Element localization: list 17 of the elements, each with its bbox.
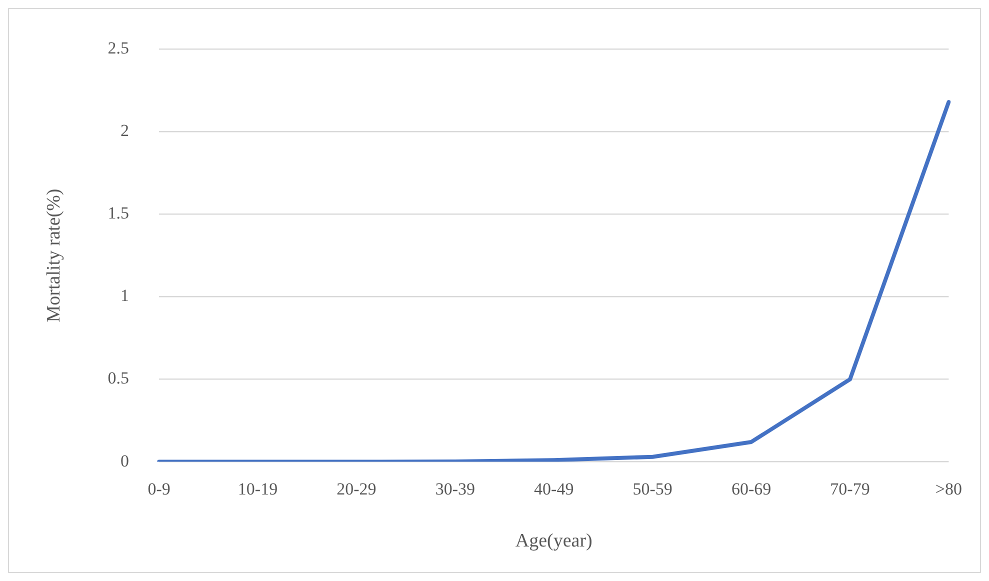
x-tick-label: 10-19 [238, 479, 278, 498]
y-tick-label: 2 [120, 121, 130, 140]
x-tick-label: 0-9 [148, 479, 170, 498]
x-tick-label: 40-49 [534, 479, 574, 498]
y-tick-label: 2.5 [108, 38, 130, 58]
x-tick-label: 30-39 [435, 479, 476, 498]
y-tick-label: 1.5 [108, 204, 130, 223]
x-axis-title: Age(year) [515, 530, 592, 552]
x-tick-label: 50-59 [632, 479, 672, 498]
y-axis-title: Mortality rate(%) [43, 188, 64, 322]
y-tick-label: 0.5 [108, 368, 130, 388]
x-tick-label: 70-79 [830, 479, 870, 498]
x-tick-label: 20-29 [336, 479, 376, 498]
x-tick-label: >80 [935, 479, 962, 498]
y-tick-label: 1 [120, 286, 130, 306]
y-tick-label: 0 [120, 451, 130, 470]
x-tick-label: 60-69 [731, 479, 772, 498]
